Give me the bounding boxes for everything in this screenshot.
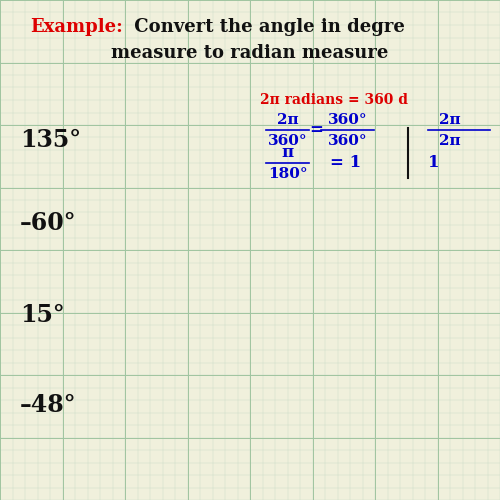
Text: 135°: 135°	[20, 128, 81, 152]
Text: 2π: 2π	[439, 134, 461, 148]
Text: 15°: 15°	[20, 303, 65, 327]
Text: =: =	[309, 122, 323, 138]
Text: –48°: –48°	[20, 393, 76, 417]
Text: 2π radians = 360 d: 2π radians = 360 d	[260, 93, 408, 107]
Text: 360°: 360°	[328, 113, 368, 127]
Text: 360°: 360°	[328, 134, 368, 148]
Text: 2π: 2π	[439, 113, 461, 127]
Text: π: π	[282, 144, 294, 161]
Text: 360°: 360°	[268, 134, 308, 148]
Text: –60°: –60°	[20, 210, 76, 234]
Text: measure to radian measure: measure to radian measure	[112, 44, 388, 62]
Text: = 1: = 1	[330, 154, 361, 171]
Text: Convert the angle in degre: Convert the angle in degre	[128, 18, 404, 36]
Text: 2π: 2π	[276, 113, 298, 127]
Text: 180°: 180°	[268, 166, 308, 180]
Text: Example:: Example:	[30, 18, 123, 36]
Text: 1: 1	[428, 154, 439, 171]
